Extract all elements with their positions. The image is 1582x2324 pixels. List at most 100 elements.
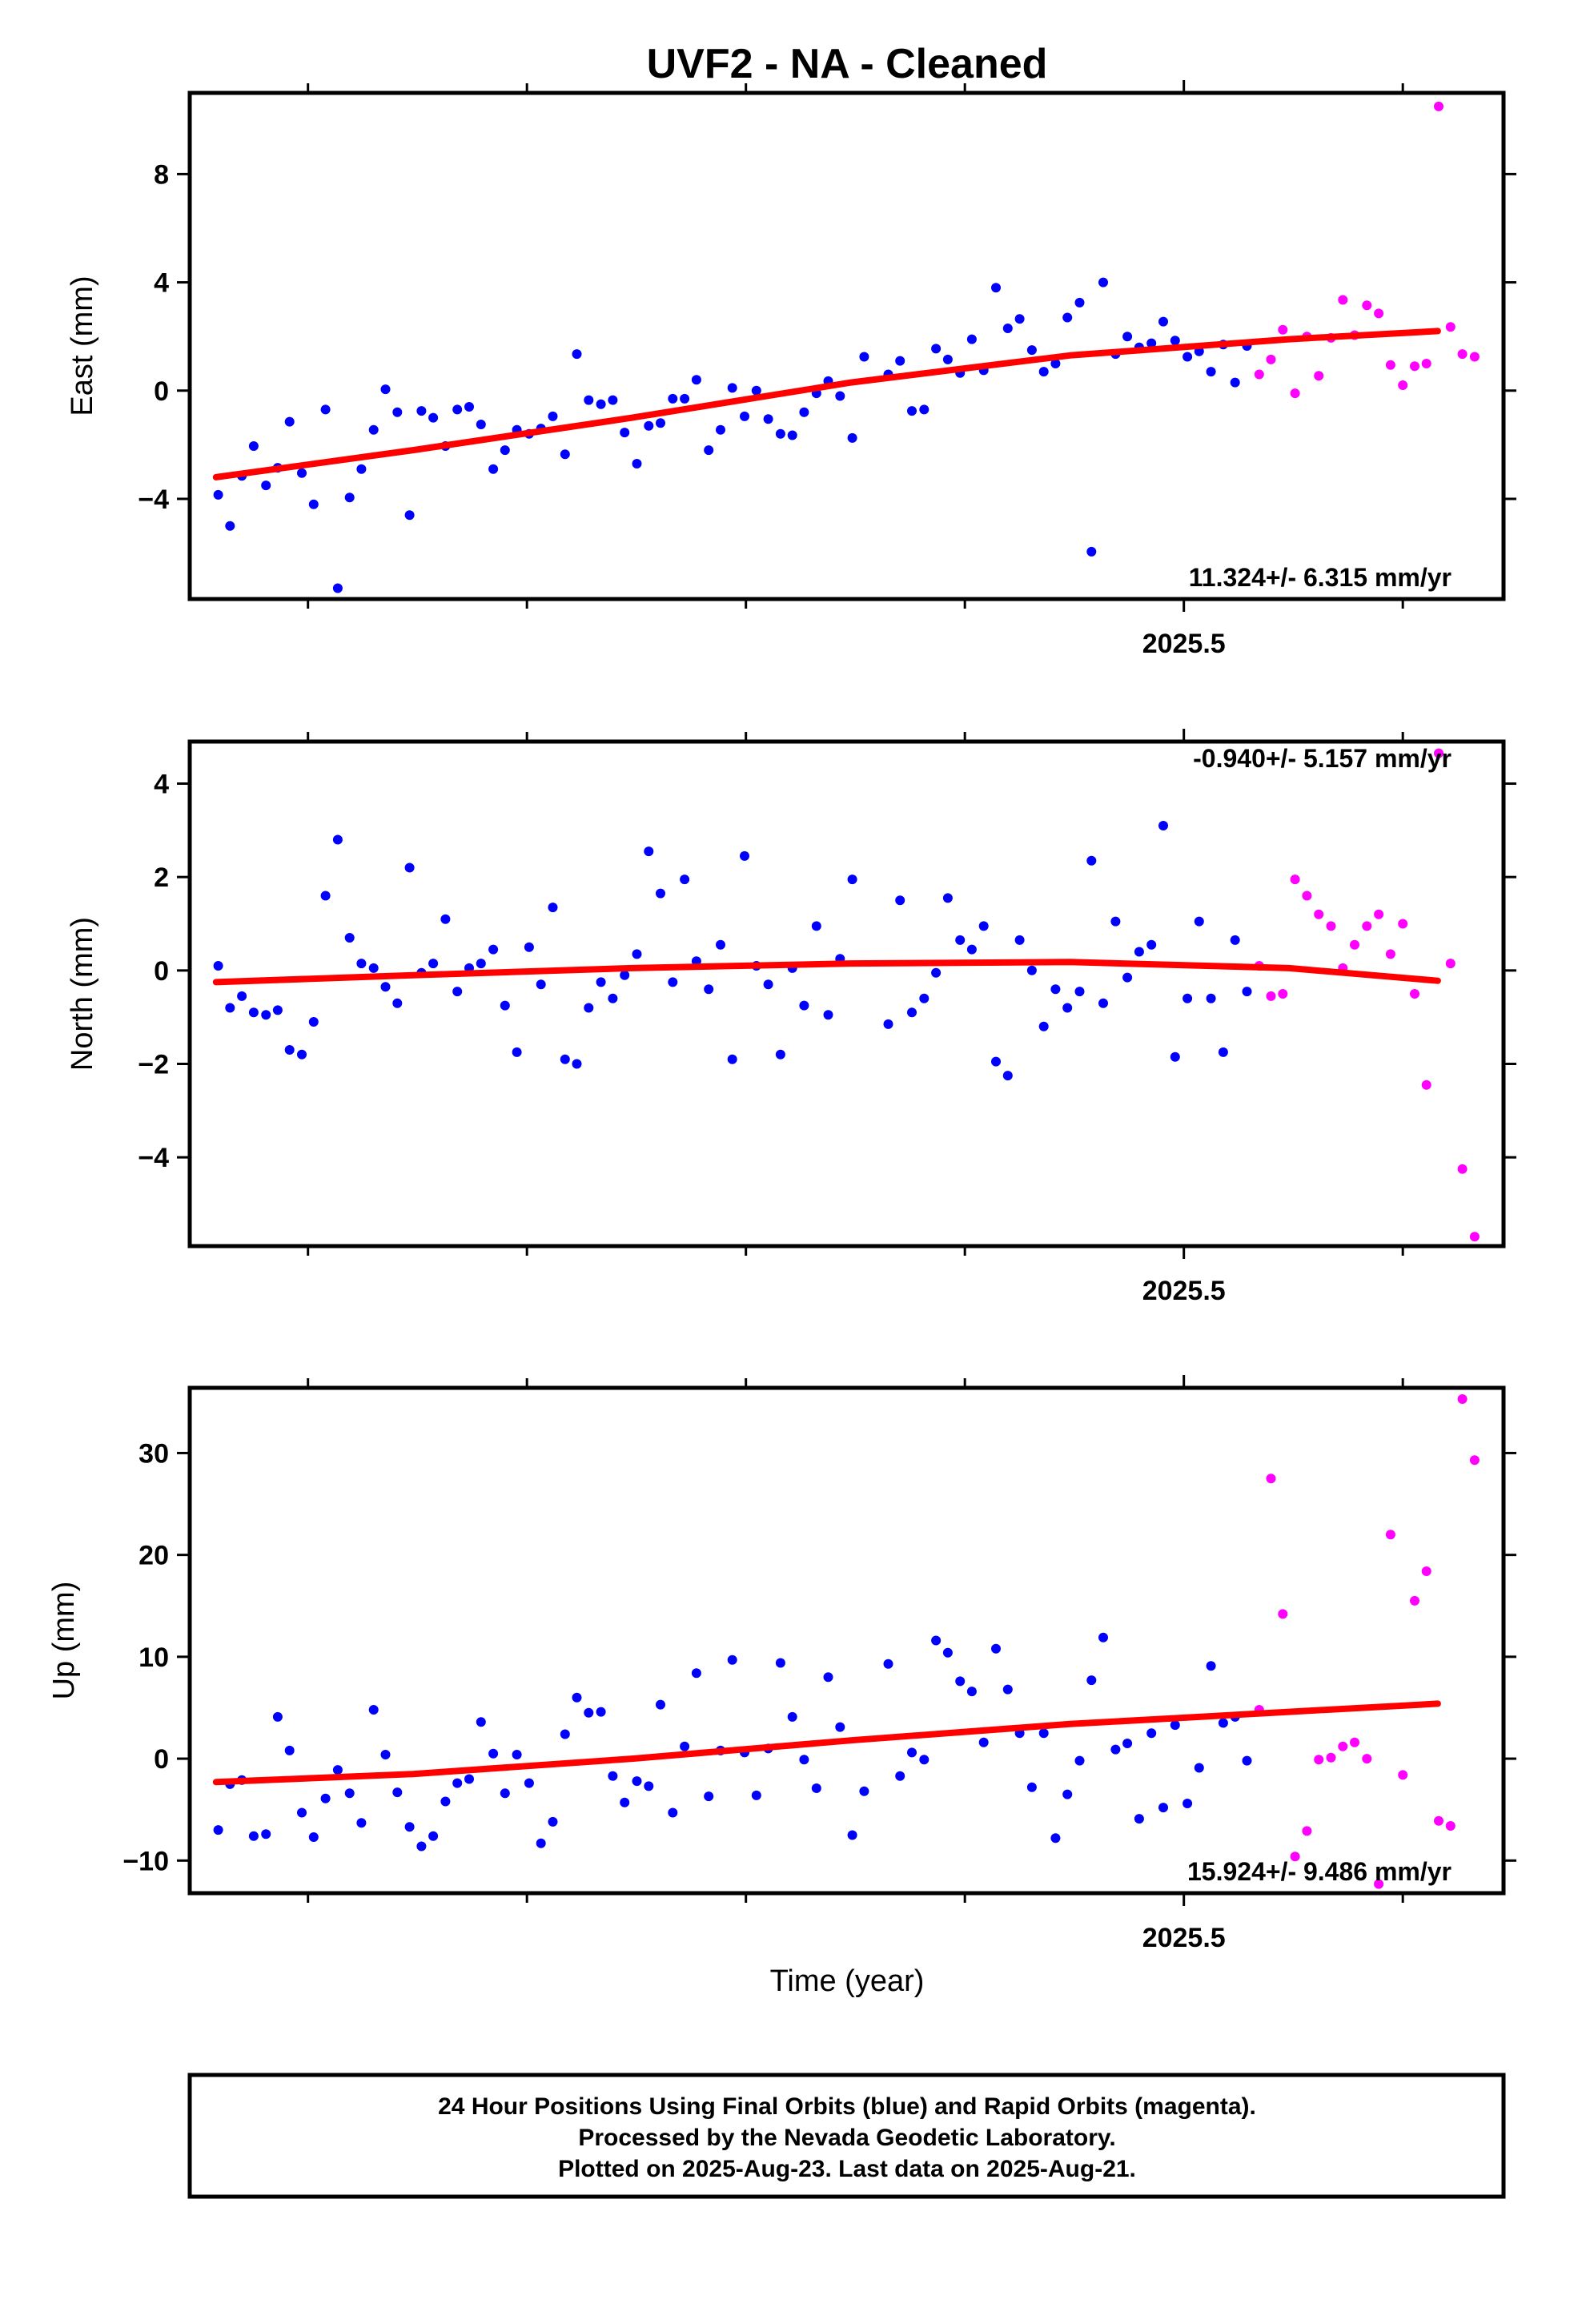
north-final-point <box>320 891 331 901</box>
north-xtick-label: 2025.5 <box>1142 1276 1226 1306</box>
north-rapid-point <box>1398 919 1408 929</box>
north-final-point <box>237 991 247 1001</box>
east-final-point <box>248 441 259 451</box>
up-rate-label: 15.924+/- 9.486 mm/yr <box>1187 1857 1452 1886</box>
up-final-point <box>656 1699 665 1710</box>
up-data <box>212 1394 1480 1889</box>
up-final-point <box>440 1796 451 1807</box>
up-final-point <box>1218 1718 1228 1728</box>
east-final-point <box>775 428 785 439</box>
up-final-point <box>1098 1632 1108 1642</box>
east-rapid-point <box>1398 380 1408 390</box>
east-rapid-point <box>1469 352 1480 362</box>
east-final-point <box>859 352 869 362</box>
up-final-point <box>1086 1675 1097 1686</box>
east-rapid-point <box>1445 322 1456 332</box>
north-rapid-point <box>1445 959 1456 969</box>
north-final-point <box>1086 855 1097 866</box>
east-final-point <box>644 420 654 431</box>
up-final-point <box>1110 1744 1121 1755</box>
up-ytick-label: 20 <box>139 1541 169 1571</box>
north-final-point <box>1026 965 1037 975</box>
up-ytick-label: 0 <box>154 1744 169 1775</box>
up-final-point <box>452 1778 463 1788</box>
east-ytick-label: 0 <box>154 376 169 407</box>
up-final-point <box>476 1717 486 1727</box>
up-final-point <box>1038 1728 1049 1739</box>
up-final-point <box>835 1722 845 1732</box>
footer-line-2: Processed by the Nevada Geodetic Laborat… <box>578 2125 1115 2151</box>
north-final-point <box>584 1003 594 1013</box>
up-final-point <box>297 1807 307 1818</box>
up-rapid-point <box>1350 1737 1359 1747</box>
east-rapid-point <box>1410 361 1419 372</box>
east-final-point <box>907 406 917 416</box>
up-final-point <box>1134 1814 1144 1824</box>
east-rapid-point <box>1254 369 1264 380</box>
north-frame <box>187 739 1506 1248</box>
east-final-point <box>895 356 905 366</box>
east-final-point <box>320 404 331 415</box>
north-final-point <box>297 1049 307 1059</box>
north-final-point <box>1218 1047 1228 1057</box>
up-rapid-point <box>1302 1826 1312 1836</box>
east-final-point <box>488 464 499 474</box>
north-final-point <box>763 979 773 990</box>
up-final-point <box>787 1711 797 1722</box>
north-final-point <box>1110 916 1121 927</box>
east-frame <box>187 90 1506 601</box>
north-final-point <box>978 921 989 931</box>
east-rate-label: 11.324+/- 6.315 mm/yr <box>1189 563 1452 592</box>
north-trend-line <box>212 959 1441 986</box>
east-final-point <box>368 424 379 435</box>
east-final-point <box>464 402 474 412</box>
east-final-point <box>668 393 678 404</box>
north-rapid-point <box>1410 989 1419 999</box>
north-final-point <box>248 1007 259 1018</box>
north-rapid-point <box>1434 748 1443 758</box>
east-final-point <box>1122 332 1133 342</box>
up-rapid-point <box>1469 1455 1480 1466</box>
east-rapid-point <box>1374 308 1384 319</box>
up-final-point <box>368 1705 379 1715</box>
north-rapid-point <box>1278 989 1288 999</box>
north-final-point <box>1230 935 1240 945</box>
east-final-point <box>1146 338 1157 348</box>
north-final-point <box>704 984 714 995</box>
up-final-point <box>524 1778 534 1788</box>
up-final-point <box>811 1783 821 1793</box>
east-final-point <box>656 418 665 428</box>
up-rapid-point <box>1278 1609 1288 1619</box>
north-final-point <box>344 933 355 943</box>
north-rapid-point <box>1469 1232 1480 1242</box>
up-final-point <box>1206 1661 1216 1671</box>
north-final-point <box>536 979 546 990</box>
up-final-point <box>356 1818 367 1828</box>
up-final-point <box>536 1838 546 1848</box>
up-rapid-point <box>1374 1879 1384 1889</box>
up-final-point <box>632 1776 642 1787</box>
north-final-point <box>991 1056 1001 1067</box>
east-final-point <box>404 510 415 521</box>
up-final-point <box>1182 1799 1193 1808</box>
up-final-point <box>691 1668 701 1679</box>
east-final-point <box>225 521 235 531</box>
up-final-point <box>991 1643 1001 1654</box>
north-final-point <box>512 1047 522 1057</box>
north-final-point <box>1050 984 1061 995</box>
up-frame <box>187 1385 1506 1896</box>
up-final-point <box>751 1790 761 1800</box>
up-final-point <box>416 1841 427 1852</box>
north-final-point <box>1242 987 1252 997</box>
east-final-point <box>608 395 618 405</box>
east-final-point <box>787 430 797 440</box>
east-final-point <box>1062 312 1073 323</box>
east-final-point <box>919 404 930 415</box>
east-final-point <box>596 399 606 409</box>
north-panel: −4 −2 0 2 4 2025.5 North (mm) -0.940+/- 5.157 m… <box>66 729 1516 1306</box>
up-rapid-point <box>1314 1755 1324 1765</box>
up-rapid-point <box>1398 1770 1408 1780</box>
north-final-point <box>1122 972 1133 983</box>
up-final-point <box>560 1729 570 1739</box>
east-final-point <box>428 412 439 423</box>
